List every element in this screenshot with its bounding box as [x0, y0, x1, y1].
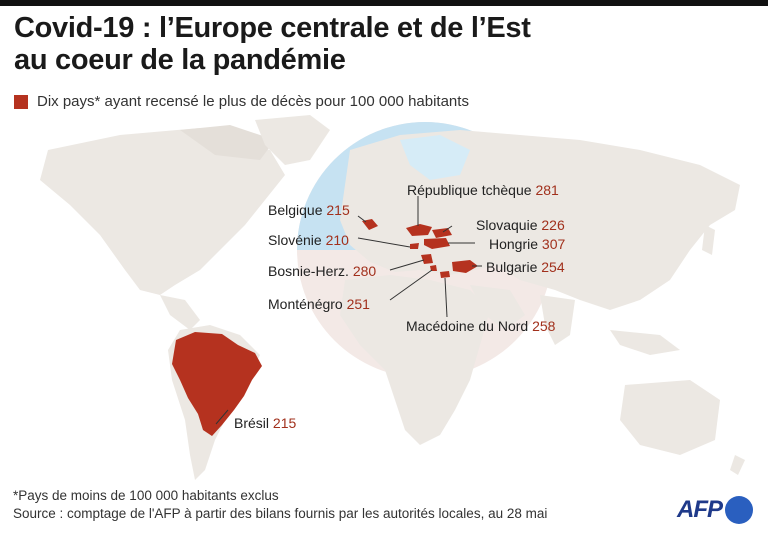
central-america [160, 295, 200, 330]
label-bulgaria: Bulgarie 254 [486, 259, 565, 275]
label-czech: République tchèque 281 [407, 182, 559, 198]
japan [702, 225, 715, 255]
australia [620, 380, 720, 455]
label-belgium: Belgique 215 [268, 202, 350, 218]
leader-lines [215, 196, 482, 425]
slovenia-shape [410, 243, 419, 249]
greenland [255, 115, 330, 165]
label-slovakia: Slovaquie 226 [476, 217, 565, 233]
source-line: Source : comptage de l'AFP à partir des … [13, 506, 548, 521]
label-bosnia: Bosnie-Herz. 280 [268, 263, 377, 279]
north-macedonia-shape [440, 271, 450, 278]
footnote: *Pays de moins de 100 000 habitants excl… [13, 488, 279, 503]
new-zealand [730, 455, 745, 475]
afp-logo-text: AFP [677, 496, 723, 523]
brazil-shape [172, 332, 262, 436]
montenegro-shape [430, 265, 437, 271]
indonesia [610, 330, 680, 355]
label-north-macedonia: Macédoine du Nord 258 [406, 318, 556, 334]
afp-logo-dot [725, 496, 753, 524]
title-line-2: au coeur de la pandémie [14, 44, 346, 76]
label-brazil: Brésil 215 [234, 415, 297, 431]
label-montenegro: Monténégro 251 [268, 296, 370, 312]
legend-label: Dix pays* ayant recensé le plus de décès… [37, 93, 469, 110]
canada-arctic [180, 125, 275, 160]
title-line-1: Covid-19 : l’Europe centrale et de l’Est [14, 12, 531, 44]
czech-shape [406, 224, 432, 236]
label-hungary: Hongrie 307 [489, 236, 566, 252]
legend-swatch [14, 94, 28, 109]
slovakia-shape [432, 228, 452, 238]
bosnia-shape [421, 254, 433, 264]
africa [340, 275, 490, 445]
bulgaria-shape [452, 260, 478, 273]
north-america [40, 128, 285, 295]
india [540, 295, 575, 345]
hungary-shape [424, 238, 450, 249]
scandinavia-shade [400, 135, 470, 180]
map-legend: Dix pays* ayant recensé le plus de décès… [14, 93, 469, 110]
afp-logo: AFP [677, 496, 753, 524]
label-slovenia: Slovénie 210 [268, 232, 349, 248]
arabia [470, 285, 525, 330]
top-rule [0, 0, 768, 6]
page-title: Covid-19 : l’Europe centrale et de l’Est… [14, 12, 531, 76]
